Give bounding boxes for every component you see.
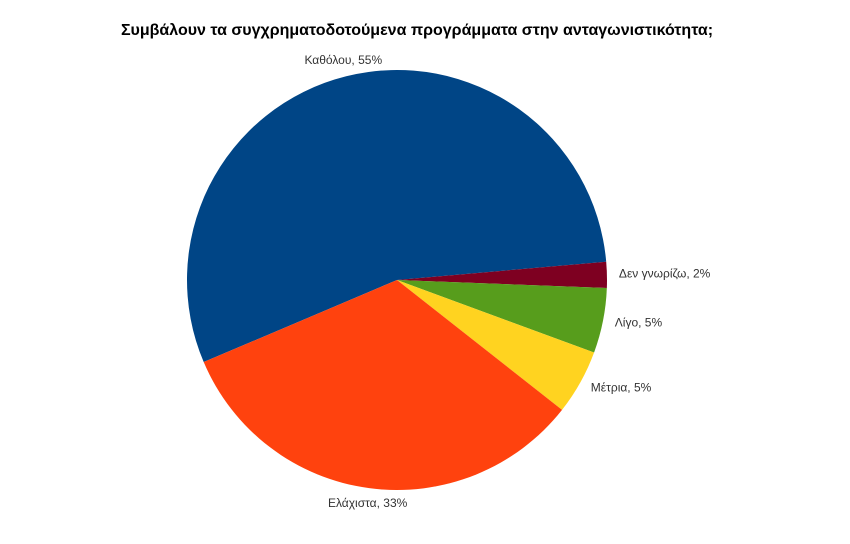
data-label: Λίγο, 5%	[615, 315, 663, 329]
pie-slice	[397, 280, 595, 410]
data-label: Δεν γνωρίζω, 2%	[619, 267, 711, 281]
pie-slice	[397, 280, 607, 353]
data-label: Μέτρια, 5%	[591, 380, 652, 394]
pie-slice	[203, 280, 563, 491]
pie-slice	[397, 261, 607, 289]
pie-slice	[186, 69, 607, 363]
data-label: Ελάχιστα, 33%	[328, 496, 408, 510]
data-label: Καθόλου, 55%	[304, 53, 382, 67]
chart-title: Συμβάλουν τα συγχρηματοδοτούμενα προγράμ…	[121, 22, 713, 39]
